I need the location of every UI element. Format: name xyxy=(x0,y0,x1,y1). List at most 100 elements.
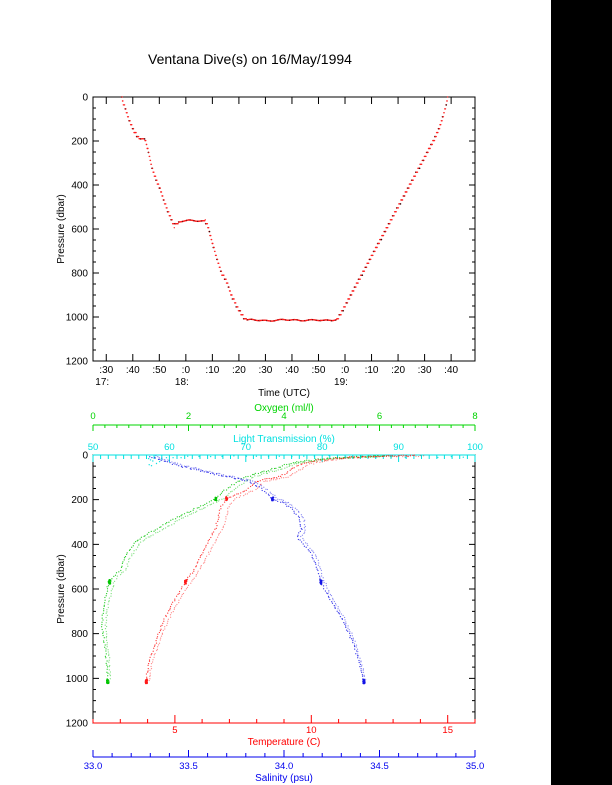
trace-dot xyxy=(222,475,224,477)
profile-dot xyxy=(229,290,231,292)
trace-dot xyxy=(238,496,241,499)
transmission-dot xyxy=(245,455,248,457)
trace-dot xyxy=(278,477,281,480)
pause-cluster-dot xyxy=(146,679,149,681)
trace-dot xyxy=(319,568,322,570)
trace-dot xyxy=(364,678,367,681)
trace-dot xyxy=(298,516,300,519)
trace-dot xyxy=(325,458,328,460)
trace-dot xyxy=(176,516,178,518)
trace-dot xyxy=(181,593,183,596)
trace-dot xyxy=(394,455,396,457)
x-axis-title: Time (UTC) xyxy=(258,388,310,399)
trace-dot xyxy=(173,607,176,609)
trace-dot xyxy=(267,470,269,472)
trace-dot xyxy=(249,481,251,483)
trace-dot xyxy=(291,467,294,469)
x-tick-label: :40 xyxy=(285,365,299,376)
y-tick-label: 1200 xyxy=(66,357,89,368)
profile-dot xyxy=(391,219,393,221)
trace-dot xyxy=(148,679,150,682)
trace-dot xyxy=(330,594,333,597)
profile-dot xyxy=(162,195,164,197)
trace-dot xyxy=(128,558,130,560)
trace-dot xyxy=(103,641,105,644)
trace-dot xyxy=(352,641,354,644)
trace-dot xyxy=(265,488,267,490)
trace-dot xyxy=(193,468,195,470)
transmission-dot xyxy=(437,456,439,459)
trace-dot xyxy=(221,498,223,500)
right-black-panel xyxy=(551,0,612,785)
trace-dot xyxy=(203,548,206,550)
trace-dot xyxy=(256,487,259,489)
profile-dot xyxy=(135,131,137,134)
trace-dot xyxy=(149,678,151,680)
trace-dot xyxy=(154,652,156,655)
trace-dot xyxy=(288,463,290,465)
profile-dot xyxy=(410,183,412,185)
trace-dot xyxy=(152,659,154,661)
trace-dot xyxy=(235,481,237,484)
transmission-dot xyxy=(420,455,422,457)
trace-dot xyxy=(233,483,235,486)
trace-dot xyxy=(292,506,294,508)
trace-dot xyxy=(184,589,186,592)
trace-dot xyxy=(360,668,362,670)
trace-dot xyxy=(120,566,123,569)
trace-dot xyxy=(165,615,167,618)
chart-title: Ventana Dive(s) on 16/May/1994 xyxy=(148,51,352,67)
trace-dot xyxy=(137,539,139,541)
trace-dot xyxy=(106,660,108,662)
x-tick-label: :0 xyxy=(182,365,191,376)
trace-dot xyxy=(129,557,131,560)
trace-dot xyxy=(143,539,146,541)
salinity-axis: 33.0 33.5 34.0 34.5 35.0 Salinity (psu) xyxy=(84,750,484,784)
profile-dot xyxy=(153,171,155,173)
trace-dot xyxy=(389,455,391,457)
trace-dot xyxy=(183,513,186,515)
trace-dot xyxy=(176,464,178,466)
trace-dot xyxy=(240,478,243,480)
dive-profile-chart: 0 200 400 600 800 1000 1200:30:40:50:0:10:20:3… xyxy=(56,93,476,399)
trace-dot xyxy=(259,474,261,477)
trace-dot xyxy=(252,476,254,479)
trace-dot xyxy=(181,466,184,468)
trace-dot xyxy=(195,469,198,471)
trace-dot xyxy=(200,566,202,568)
trace-dot xyxy=(342,614,344,617)
trace-dot xyxy=(108,601,110,603)
transmission-dot xyxy=(233,455,235,457)
trace-dot xyxy=(300,463,302,466)
trace-dot xyxy=(358,659,360,662)
trace-dot xyxy=(167,525,169,527)
trace-dot xyxy=(327,459,329,462)
trace-dot xyxy=(133,542,135,544)
pause-cluster-dot xyxy=(107,682,109,684)
trace-dot xyxy=(157,458,160,461)
trace-dot xyxy=(357,456,359,458)
pause-cluster-dot xyxy=(225,496,228,499)
trace-dot xyxy=(291,508,294,510)
trace-dot xyxy=(160,628,162,630)
profile-dot xyxy=(368,262,370,264)
trace-dot xyxy=(187,584,190,587)
x-tick-label: :40 xyxy=(126,365,140,376)
trace-dot xyxy=(181,514,183,516)
trace-dot xyxy=(112,586,114,588)
oxygen-axis-tick-label: 8 xyxy=(472,411,477,422)
trace-dot xyxy=(289,474,291,477)
trace-dot xyxy=(319,461,321,463)
trace-dot xyxy=(340,613,343,615)
trace-dot xyxy=(304,519,306,521)
trace-dot xyxy=(234,478,237,480)
x-tick-label: :0 xyxy=(341,365,350,376)
trace-dot xyxy=(200,564,202,567)
trace-dot xyxy=(308,459,310,462)
profile-dot xyxy=(160,191,163,193)
trace-dot xyxy=(105,630,107,633)
pause-cluster-dot xyxy=(363,682,366,685)
trace-dot xyxy=(150,665,152,668)
trace-dot xyxy=(134,540,137,543)
trace-dot xyxy=(361,671,363,674)
